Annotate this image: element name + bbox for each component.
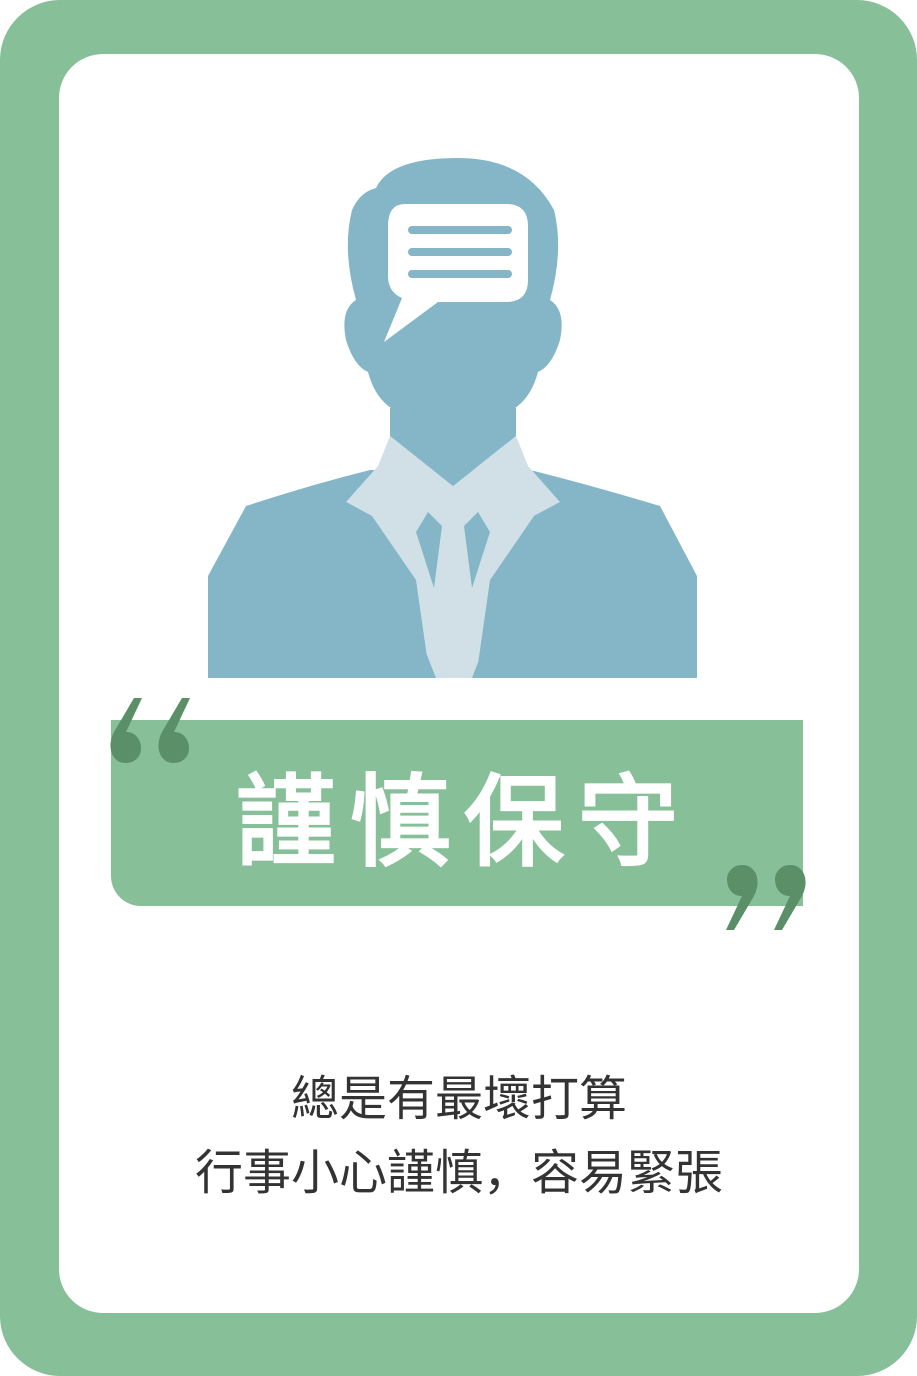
- description-line-1: 總是有最壞打算: [290, 1071, 627, 1127]
- bubble-line-1: [408, 226, 512, 234]
- close-quote-icon: [726, 865, 806, 930]
- bubble-line-2: [408, 248, 512, 256]
- left-lapel: [340, 502, 436, 678]
- open-quote-icon: [110, 698, 190, 763]
- title-banner: 謹慎保守: [111, 720, 803, 906]
- right-lapel: [472, 502, 566, 678]
- description-line-2: 行事小心謹慎，容易緊張: [194, 1145, 723, 1201]
- shirt-collar: [346, 436, 560, 678]
- businessman-icon: [208, 158, 697, 678]
- card-description: 總是有最壞打算 行事小心謹慎，容易緊張: [59, 1062, 859, 1210]
- card-title: 謹慎保守: [236, 763, 692, 881]
- bubble-line-3: [408, 270, 512, 278]
- tie: [416, 512, 442, 588]
- tie-right: [464, 512, 490, 588]
- neck: [390, 408, 516, 486]
